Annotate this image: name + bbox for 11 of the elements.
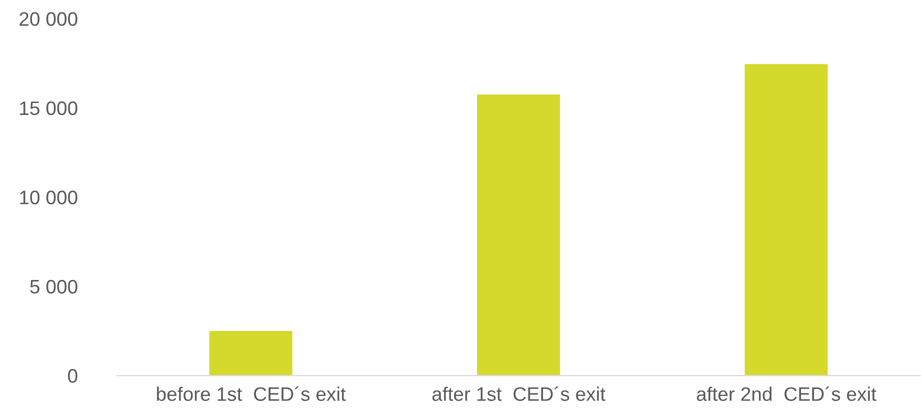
bar (209, 330, 292, 376)
bar (744, 64, 828, 376)
x-tick-label: after 1st CED´s exit (432, 386, 606, 401)
bar (477, 94, 560, 376)
y-tick-label: 10 000 (20, 190, 78, 204)
x-tick-label: after 2nd CED´s exit (696, 386, 876, 401)
y-tick-label: 5 000 (30, 280, 78, 294)
y-tick-label: 20 000 (20, 12, 78, 26)
y-tick-label: 15 000 (20, 101, 78, 116)
y-tick-label: 0 (68, 369, 78, 383)
x-tick-label: before 1st CED´s exit (156, 386, 346, 401)
